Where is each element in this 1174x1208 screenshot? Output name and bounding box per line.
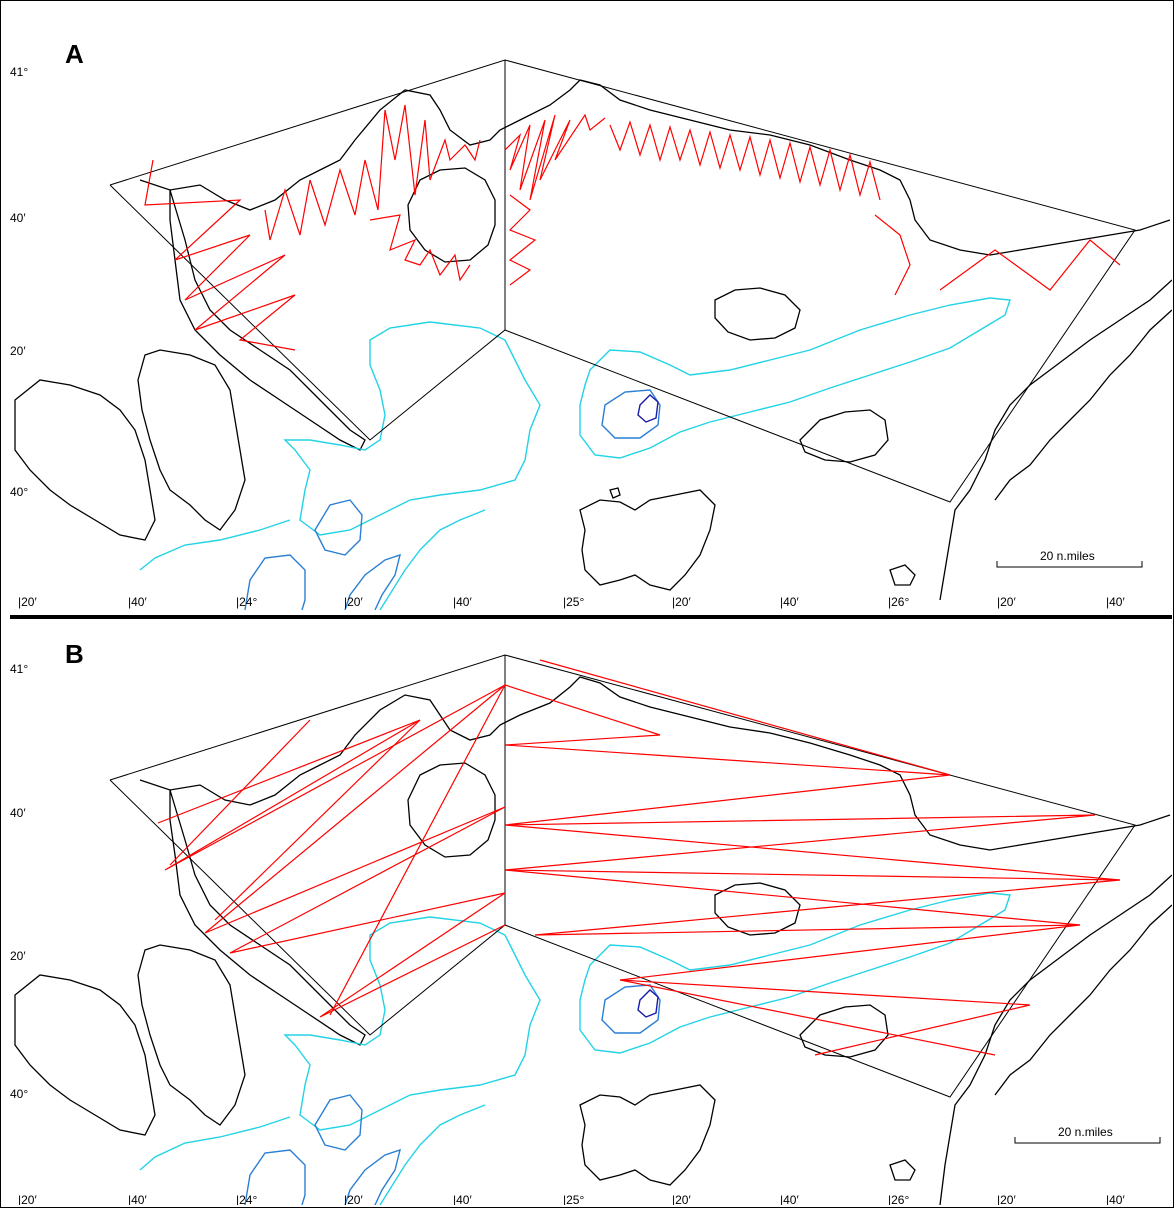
lon-label: |40′ [1106, 1193, 1125, 1205]
survey-boundary [109, 654, 1136, 1098]
lat-label: 40′ [10, 806, 26, 820]
map-panel-b: 41° 40′ 20′ 40° |20′ |40′ |24° |20′ |40′… [10, 625, 1172, 1205]
scale-bar: 20 n.miles [1014, 1125, 1161, 1144]
lon-label: |20′ [344, 595, 363, 609]
lat-labels: 41° 40′ 20′ 40° [10, 65, 28, 499]
lon-label: |24° [236, 1193, 257, 1205]
lon-label: |40′ [128, 1193, 147, 1205]
map-b-svg: 41° 40′ 20′ 40° |20′ |40′ |24° |20′ |40′… [10, 639, 1172, 1205]
lon-label: |20′ [18, 1193, 37, 1205]
lon-label: |40′ [780, 1193, 799, 1205]
lon-label: |20′ [997, 1193, 1016, 1205]
lon-label: |20′ [672, 1193, 691, 1205]
scale-bar: 20 n.miles [996, 549, 1143, 568]
panel-label: B [65, 639, 84, 669]
survey-track-long [157, 659, 1121, 1056]
lon-label: |20′ [344, 1193, 363, 1205]
scale-label: 20 n.miles [1058, 1125, 1113, 1139]
lon-label: |20′ [997, 595, 1016, 609]
lat-labels: 41° 40′ 20′ 40° [10, 662, 28, 1101]
lat-label: 40° [10, 1087, 28, 1101]
lon-label: |26° [888, 1193, 909, 1205]
lat-label: 41° [10, 662, 28, 676]
lon-label: |40′ [1106, 595, 1125, 609]
survey-track-zigzag [144, 104, 1121, 351]
lon-label: |40′ [128, 595, 147, 609]
scale-label: 20 n.miles [1040, 549, 1095, 563]
lon-label: |40′ [453, 1193, 472, 1205]
panel-divider [10, 615, 1172, 619]
lat-label: 41° [10, 65, 28, 79]
lon-label: |26° [888, 595, 909, 609]
lat-label: 40° [10, 485, 28, 499]
lon-label: |40′ [453, 595, 472, 609]
coastline [14, 79, 1172, 601]
map-a-svg: 41° 40′ 20′ 40° |20′ |40′ |24° |20′ |40′… [10, 39, 1172, 610]
lon-label: |20′ [18, 595, 37, 609]
lon-label: |25° [563, 595, 584, 609]
isobaths [139, 892, 1011, 1205]
lon-label: |20′ [672, 595, 691, 609]
lat-label: 40′ [10, 211, 26, 225]
lon-label: |40′ [780, 595, 799, 609]
panel-label: A [65, 39, 84, 69]
lon-label: |24° [236, 595, 257, 609]
lon-labels: |20′ |40′ |24° |20′ |40′ |25° |20′ |40′ … [18, 595, 1125, 609]
survey-boundary [109, 59, 1136, 503]
map-panel-a: 41° 40′ 20′ 40° |20′ |40′ |24° |20′ |40′… [10, 10, 1172, 610]
isobaths [139, 297, 1011, 610]
lon-labels: |20′ |40′ |24° |20′ |40′ |25° |20′ |40′ … [18, 1193, 1125, 1205]
lon-label: |25° [563, 1193, 584, 1205]
lat-label: 20′ [10, 344, 26, 358]
lat-label: 20′ [10, 949, 26, 963]
coastline [14, 676, 1172, 1205]
